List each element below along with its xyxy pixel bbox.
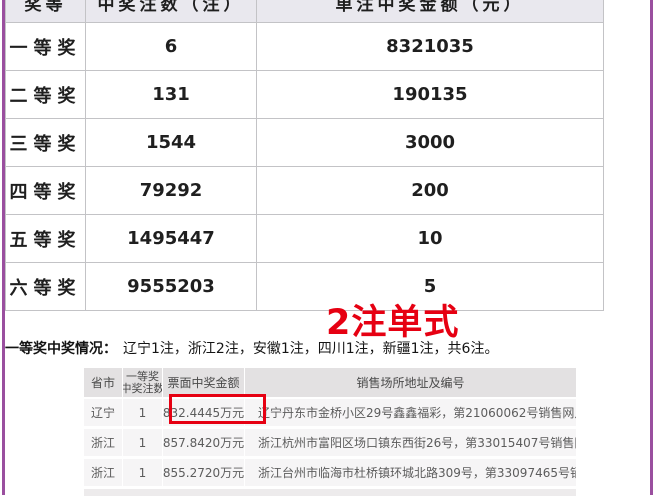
table-row-partial xyxy=(84,489,576,496)
winning-amount: 200 xyxy=(256,166,604,215)
winning-amount: 190135 xyxy=(256,70,604,119)
table-row: 五等奖 1495447 10 xyxy=(5,214,604,263)
province: 浙江 xyxy=(84,459,123,486)
ticket-amount: 855.2720万元 xyxy=(163,459,245,486)
prize-table-header-row: 奖等 中奖注数（注） 单注中奖金额（元） xyxy=(5,0,604,23)
header-province: 省市 xyxy=(84,368,123,397)
header-tier: 奖等 xyxy=(5,0,86,23)
winning-amount: 3000 xyxy=(256,118,604,167)
province: 辽宁 xyxy=(84,399,123,426)
first-prize-winner-table: 省市 一等奖 中奖注数 票面中奖金额 销售场所地址及编号 辽宁 1 832.44… xyxy=(84,368,576,496)
ticket-amount: 832.4445万元 xyxy=(163,399,245,426)
table-row: 浙江 1 855.2720万元 浙江台州市临海市杜桥镇环城北路309号，第330… xyxy=(84,459,576,486)
tier-label: 四等奖 xyxy=(5,166,86,215)
first-prize-summary: 一等奖中奖情况： 辽宁1注，浙江2注，安徽1注，四川1注，新疆1注，共6注。 xyxy=(5,338,645,358)
province: 浙江 xyxy=(84,429,123,456)
winning-count: 1495447 xyxy=(85,214,257,263)
table-row: 二等奖 131 190135 xyxy=(5,70,604,119)
table-row: 辽宁 1 832.4445万元 辽宁丹东市金桥小区29号鑫鑫福彩，第210600… xyxy=(84,399,576,426)
summary-label: 一等奖中奖情况： xyxy=(5,341,117,357)
tier-label: 一等奖 xyxy=(5,22,86,71)
table-row: 三等奖 1544 3000 xyxy=(5,118,604,167)
table-row: 一等奖 6 8321035 xyxy=(5,22,604,71)
header-amount: 单注中奖金额（元） xyxy=(256,0,604,23)
tier-label: 五等奖 xyxy=(5,214,86,263)
header-count: 中奖注数（注） xyxy=(85,0,257,23)
winning-count: 1544 xyxy=(85,118,257,167)
frame-border-right xyxy=(650,0,653,495)
tier-label: 二等奖 xyxy=(5,70,86,119)
winning-amount: 5 xyxy=(256,262,604,311)
prize-count: 1 xyxy=(123,399,163,426)
tier-label: 六等奖 xyxy=(5,262,86,311)
winning-count: 9555203 xyxy=(85,262,257,311)
table-row: 四等奖 79292 200 xyxy=(5,166,604,215)
winner-table-header-row: 省市 一等奖 中奖注数 票面中奖金额 销售场所地址及编号 xyxy=(84,368,576,397)
prize-tier-table: 奖等 中奖注数（注） 单注中奖金额（元） 一等奖 6 8321035 二等奖 1… xyxy=(5,0,604,311)
sales-address: 浙江杭州市富阳区场口镇东西街26号，第33015407号销售网点。 xyxy=(258,436,576,450)
summary-text: 辽宁1注，浙江2注，安徽1注，四川1注，新疆1注，共6注。 xyxy=(123,341,499,357)
table-row: 浙江 1 857.8420万元 浙江杭州市富阳区场口镇东西街26号，第33015… xyxy=(84,429,576,456)
tier-label: 三等奖 xyxy=(5,118,86,167)
table-row: 六等奖 9555203 5 xyxy=(5,262,604,311)
winning-amount: 8321035 xyxy=(256,22,604,71)
winning-amount: 10 xyxy=(256,214,604,263)
winning-count: 131 xyxy=(85,70,257,119)
sales-address: 辽宁丹东市金桥小区29号鑫鑫福彩，第21060062号销售网点。 xyxy=(258,406,576,420)
winning-count: 79292 xyxy=(85,166,257,215)
prize-count: 1 xyxy=(123,429,163,456)
header-ticket-amount: 票面中奖金额 xyxy=(163,368,245,397)
header-first-prize-count: 一等奖 中奖注数 xyxy=(123,368,163,397)
ticket-amount: 857.8420万元 xyxy=(163,429,245,456)
header-sales-address: 销售场所地址及编号 xyxy=(356,376,465,390)
prize-count: 1 xyxy=(123,459,163,486)
frame-border-left xyxy=(2,0,5,495)
red-annotation-text: 2注单式 xyxy=(326,303,460,343)
sales-address: 浙江台州市临海市杜桥镇环城北路309号，第33097465号销售网点。 xyxy=(258,466,576,480)
winning-count: 6 xyxy=(85,22,257,71)
